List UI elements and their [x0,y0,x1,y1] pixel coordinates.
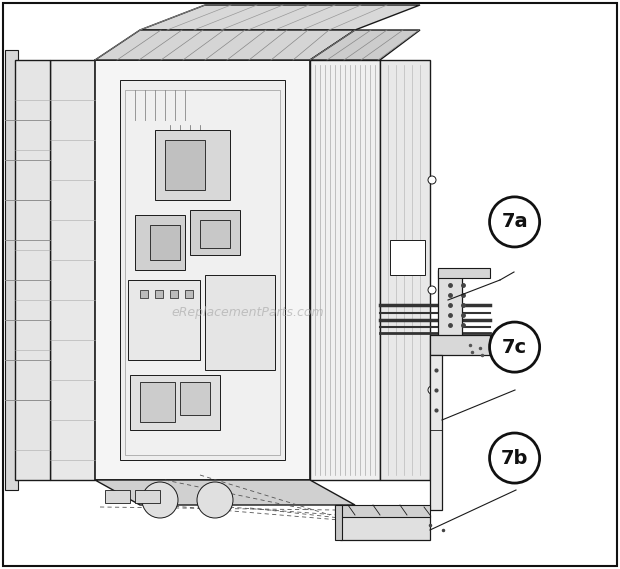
Circle shape [428,386,436,394]
Polygon shape [140,5,420,30]
Circle shape [490,322,539,372]
Text: 7a: 7a [502,212,528,232]
Polygon shape [105,490,130,503]
Polygon shape [200,220,230,248]
Polygon shape [140,382,175,422]
Polygon shape [155,130,230,200]
Text: eReplacementParts.com: eReplacementParts.com [172,307,324,319]
Polygon shape [310,30,420,60]
Polygon shape [438,268,490,278]
Text: 7c: 7c [502,337,527,357]
Circle shape [490,197,539,247]
Polygon shape [135,215,185,270]
Polygon shape [95,30,355,60]
Polygon shape [185,290,193,298]
Circle shape [197,482,233,518]
Polygon shape [335,505,342,540]
Polygon shape [135,490,160,503]
Polygon shape [335,505,430,517]
Polygon shape [120,80,285,460]
Circle shape [142,482,178,518]
Polygon shape [95,60,310,480]
Polygon shape [140,290,148,298]
Polygon shape [155,290,163,298]
Polygon shape [430,335,490,355]
Polygon shape [340,515,430,540]
Polygon shape [438,270,462,340]
Polygon shape [5,50,18,490]
Polygon shape [95,480,355,505]
Polygon shape [170,290,178,298]
Text: 7b: 7b [501,448,528,468]
Polygon shape [180,382,210,415]
Polygon shape [150,225,180,260]
Polygon shape [50,60,95,480]
Polygon shape [430,355,442,510]
Polygon shape [190,210,240,255]
Polygon shape [310,60,380,480]
Polygon shape [130,375,220,430]
Circle shape [428,286,436,294]
Polygon shape [165,140,205,190]
Circle shape [428,176,436,184]
Polygon shape [15,60,50,480]
Polygon shape [205,275,275,370]
Polygon shape [128,280,200,360]
Polygon shape [380,60,430,480]
Polygon shape [125,90,280,455]
Circle shape [490,433,539,483]
Polygon shape [390,240,425,275]
